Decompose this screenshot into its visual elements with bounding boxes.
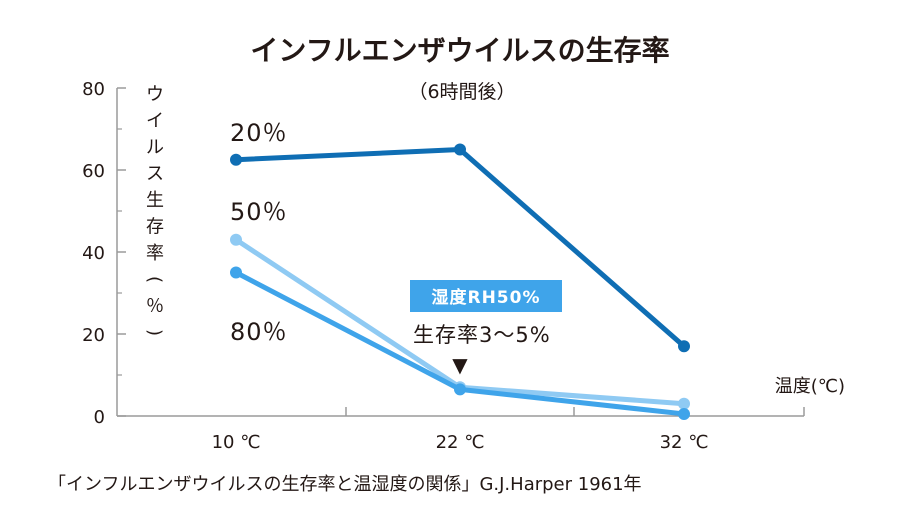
data-point [678,407,690,420]
y-axis-label-char: ス [146,164,164,185]
y-axis-label-char: 存 [146,217,164,238]
data-point [230,153,242,166]
y-tick-label: 0 [94,407,105,428]
y-axis-label-char: ％ [146,296,164,317]
series-label-50: 50％ [230,198,288,226]
y-axis-label-char: イ [146,111,164,132]
chart-title: インフルエンザウイルスの生存率 [250,34,669,67]
data-point [454,143,466,156]
annotation-marker: ▼ [452,353,468,377]
x-tick-label: 32 ℃ [660,432,709,453]
x-axis-label: 温度(℃) [775,376,845,397]
series-label-20: 20％ [230,119,288,147]
series-line-50% [233,237,687,407]
y-axis-label-char: ル [146,137,164,158]
y-ticks: 0 20 40 60 80 [82,79,126,428]
y-axis-label-char: ( [144,276,165,283]
x-tick-label: 22 ℃ [436,432,485,453]
x-ticks: 10 ℃ 22 ℃ 32 ℃ [212,407,805,453]
data-point [230,266,242,279]
data-point [230,233,242,246]
series-line-20% [233,147,687,349]
annotation-text: 生存率3～5% [413,323,551,347]
y-axis-label-char: 生 [146,190,164,211]
x-tick-label: 10 ℃ [212,432,261,453]
y-tick-label: 80 [82,79,105,100]
data-point [678,397,690,410]
series-label-80: 80％ [230,318,288,346]
y-axis-label-char: ) [144,329,165,336]
source-note: 「インフルエンザウイルスの生存率と温湿度の関係」G.J.Harper 1961年 [48,474,642,495]
y-axis-label-char: 率 [146,243,164,264]
annotation-badge-text: 湿度RH50% [431,287,540,308]
data-point [678,340,690,353]
y-tick-label: 60 [82,161,105,182]
data-point [454,383,466,396]
y-tick-label: 20 [82,325,105,346]
chart-subtitle: （6時間後） [408,81,515,103]
series-lines [230,143,690,420]
y-tick-label: 40 [82,243,105,264]
y-axis-label-char: ウ [146,84,164,105]
annotation-badge [410,280,562,312]
